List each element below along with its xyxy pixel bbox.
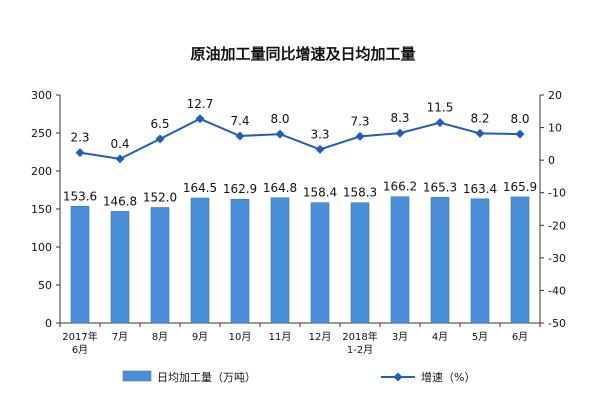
- growth-point: [115, 154, 125, 164]
- growth-point: [75, 148, 85, 158]
- bar: [110, 211, 130, 324]
- right-tick-label: -10: [548, 187, 566, 200]
- growth-point: [475, 128, 485, 138]
- bar: [310, 202, 330, 324]
- bar-value-label: 163.4: [463, 182, 497, 196]
- left-tick-label: 250: [31, 127, 52, 140]
- right-tick-label: -30: [548, 252, 566, 265]
- left-tick-label: 200: [31, 165, 52, 178]
- category-label: 9月: [192, 331, 208, 343]
- growth-value-label: 2.3: [70, 131, 89, 145]
- category-label: 2017年: [62, 330, 97, 343]
- left-tick-label: 50: [38, 279, 52, 292]
- legend-line-label: 增速（%）: [421, 370, 475, 384]
- left-tick-label: 300: [31, 89, 52, 102]
- category-label: 3月: [392, 331, 408, 343]
- bar: [150, 207, 170, 324]
- right-tick-label: -20: [548, 219, 566, 232]
- category-label: 12月: [309, 331, 332, 343]
- bar-value-label: 165.3: [423, 180, 457, 194]
- bar: [190, 197, 210, 324]
- left-tick-label: 100: [31, 241, 52, 254]
- growth-value-label: 8.0: [270, 112, 289, 126]
- growth-line-path: [79, 117, 521, 160]
- bar: [470, 198, 490, 324]
- growth-value-label: 11.5: [427, 101, 454, 115]
- growth-value-label: 8.2: [470, 111, 489, 125]
- growth-value-label: 3.3: [310, 127, 329, 141]
- growth-point: [155, 134, 165, 144]
- legend-bar-label: 日均加工量（万吨）: [157, 371, 256, 384]
- bar-value-label: 165.9: [503, 180, 537, 194]
- legend: 日均加工量（万吨） 增速（%）: [122, 370, 475, 384]
- legend-line-marker: [393, 372, 403, 382]
- growth-point: [235, 131, 245, 141]
- bar-value-label: 162.9: [223, 182, 257, 196]
- right-tick-label: 10: [548, 122, 562, 135]
- right-tick-label: -40: [548, 284, 566, 297]
- bar-value-label: 153.6: [63, 189, 97, 203]
- right-axis: -50 -40 -30 -20 -10 0 10 20: [539, 89, 566, 330]
- bar: [430, 197, 450, 324]
- bars: 153.6 146.8 152.0 164.5 162.9 164.8 158.4 158.3…: [63, 180, 537, 324]
- bar-value-label: 158.3: [343, 186, 377, 200]
- bar-value-label: 164.8: [263, 181, 297, 195]
- bar: [390, 196, 410, 324]
- right-tick-label: -50: [548, 317, 566, 330]
- category-label: 1-2月: [347, 344, 373, 356]
- growth-value-label: 12.7: [187, 97, 214, 111]
- bar-value-label: 146.8: [103, 194, 137, 208]
- growth-point: [515, 129, 525, 139]
- growth-point: [315, 144, 325, 154]
- category-label: 6月: [512, 331, 528, 343]
- left-tick-label: 150: [31, 203, 52, 216]
- category-label: 8月: [152, 331, 168, 343]
- growth-value-label: 8.0: [510, 112, 529, 126]
- growth-point: [395, 128, 405, 138]
- bar: [230, 198, 250, 324]
- right-tick-label: 20: [548, 89, 562, 102]
- growth-point: [435, 118, 445, 128]
- growth-value-label: 8.3: [390, 111, 409, 125]
- category-label: 4月: [432, 331, 448, 343]
- right-tick-label: 0: [548, 154, 555, 167]
- bar: [270, 197, 290, 324]
- bar: [510, 196, 530, 324]
- growth-value-label: 7.3: [350, 114, 369, 128]
- category-label: 10月: [229, 331, 252, 343]
- category-label: 2018年: [342, 330, 377, 343]
- growth-point: [355, 131, 365, 141]
- growth-line: 2.3 0.4 6.5 12.7 7.4 8.0 3.3 7.3 8.3 11.5 8.2 8.0: [70, 97, 530, 164]
- category-label: 11月: [269, 331, 292, 343]
- legend-bar-swatch: [122, 370, 152, 382]
- category-label: 6月: [72, 344, 88, 356]
- growth-point: [275, 129, 285, 139]
- growth-point: [195, 114, 205, 124]
- growth-value-label: 0.4: [110, 137, 129, 151]
- bar-value-label: 166.2: [383, 180, 417, 194]
- growth-value-label: 6.5: [150, 117, 169, 131]
- bar-value-label: 164.5: [183, 181, 217, 195]
- bar-value-label: 158.4: [303, 186, 337, 200]
- bar-value-label: 152.0: [143, 190, 177, 204]
- category-label: 7月: [112, 331, 128, 343]
- category-label: 5月: [472, 331, 488, 343]
- chart-title: 原油加工量同比增速及日均加工量: [190, 45, 415, 63]
- bar: [70, 206, 90, 324]
- bar: [350, 202, 370, 324]
- left-tick-label: 0: [45, 317, 52, 330]
- growth-value-label: 7.4: [230, 114, 249, 128]
